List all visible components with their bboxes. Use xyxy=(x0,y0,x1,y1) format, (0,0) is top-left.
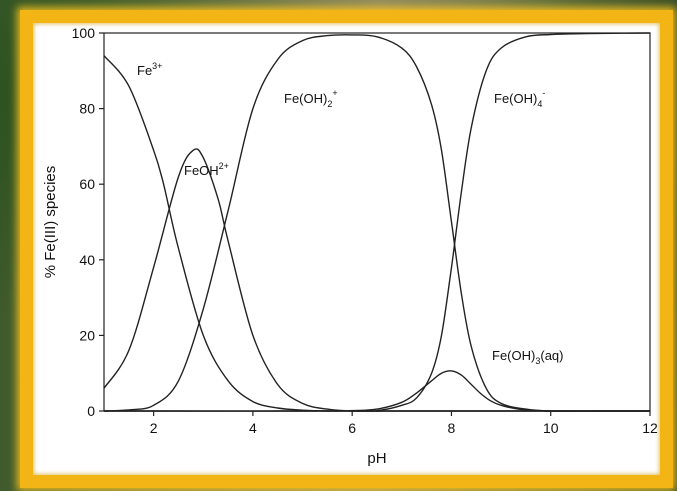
x-axis-ticks: 2 4 6 8 10 12 xyxy=(150,411,658,436)
curve-feoh2 xyxy=(103,148,650,412)
slide-frame: 2 4 6 8 10 12 0 20 40 60 80 100 Fe3+ FeOH2+ Fe(OH)2+… xyxy=(20,10,673,488)
speciation-chart: 2 4 6 8 10 12 0 20 40 60 80 100 Fe3+ FeOH2+ Fe(OH)2+… xyxy=(42,25,658,467)
x-tick-label: 2 xyxy=(150,420,158,436)
y-axis-ticks: 0 20 40 60 80 100 xyxy=(72,25,104,419)
series-labels: Fe3+ FeOH2+ Fe(OH)2+ Fe(OH)3(aq) Fe(OH)4- xyxy=(137,61,563,366)
plot-area xyxy=(103,32,651,412)
y-tick-label: 20 xyxy=(79,327,95,343)
curve-fe-oh-2 xyxy=(103,34,650,412)
y-tick-label: 40 xyxy=(79,252,95,268)
x-tick-label: 6 xyxy=(348,420,356,436)
series-label-fe-oh-2: Fe(OH)2+ xyxy=(284,88,338,109)
y-tick-label: 80 xyxy=(79,101,95,117)
curve-fe-oh-4 xyxy=(103,32,651,412)
x-tick-label: 4 xyxy=(249,420,257,436)
y-tick-label: 100 xyxy=(72,25,96,41)
x-tick-label: 10 xyxy=(543,420,559,436)
y-tick-label: 60 xyxy=(79,176,95,192)
y-tick-label: 0 xyxy=(87,403,95,419)
series-label-fe-oh-3-aq: Fe(OH)3(aq) xyxy=(492,348,563,366)
x-tick-label: 8 xyxy=(448,420,456,436)
series-curves xyxy=(103,32,651,412)
series-label-fe-oh-4: Fe(OH)4- xyxy=(494,88,545,109)
x-tick-label: 12 xyxy=(642,420,658,436)
x-axis-title: pH xyxy=(367,450,386,467)
series-label-feoh2: FeOH2+ xyxy=(184,161,229,178)
y-axis-title: % Fe(III) species xyxy=(42,166,59,279)
series-label-fe3: Fe3+ xyxy=(137,61,162,78)
